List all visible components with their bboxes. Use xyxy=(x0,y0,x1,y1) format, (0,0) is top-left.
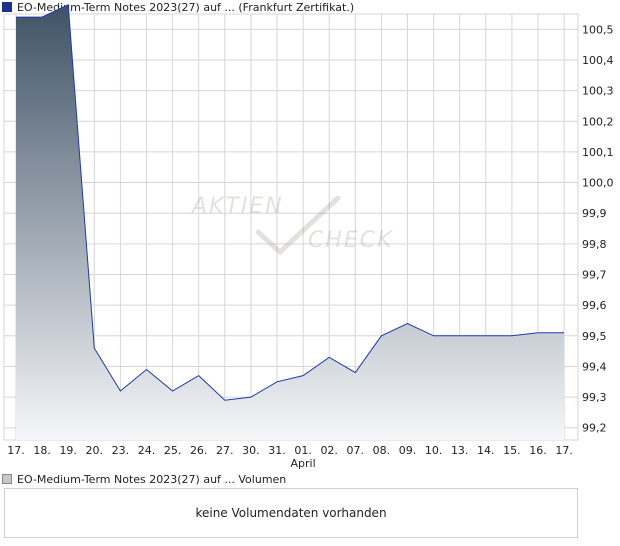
y-tick-label: 99,5 xyxy=(582,330,607,343)
y-tick-label: 100,0 xyxy=(582,177,614,190)
y-tick-label: 99,4 xyxy=(582,360,607,373)
x-tick-label: 18. xyxy=(33,444,51,457)
y-tick-label: 99,2 xyxy=(582,422,607,435)
x-tick-label: 20. xyxy=(86,444,104,457)
price-chart: 100,5 100,4 100,3 100,2 100,1 100,0 99,9 99,8 99… xyxy=(3,4,614,470)
x-tick-label: 07. xyxy=(347,444,365,457)
watermark: AKTIEN CHECK xyxy=(190,194,394,256)
x-tick-label: 10. xyxy=(425,444,443,457)
x-tick-label: 27. xyxy=(216,444,234,457)
x-tick-label: 31. xyxy=(268,444,286,457)
x-axis-labels: 17. 18. 19. 20. 23. 24. 25. 26. 27. 30. 31. 01. 02. 0… xyxy=(7,444,573,470)
y-tick-label: 99,8 xyxy=(582,238,607,251)
watermark-top: AKTIEN xyxy=(190,194,284,219)
volume-legend-swatch xyxy=(2,474,12,484)
x-tick-label: 02. xyxy=(320,444,338,457)
price-legend-swatch xyxy=(2,2,12,12)
price-area xyxy=(16,4,565,441)
price-legend: EO-Medium-Term Notes 2023(27) auf ... (F… xyxy=(2,0,354,14)
y-tick-label: 100,1 xyxy=(582,146,614,159)
watermark-bottom: CHECK xyxy=(308,228,394,253)
x-tick-label: 17. xyxy=(7,444,25,457)
y-tick-label: 99,6 xyxy=(582,299,607,312)
y-tick-label: 100,3 xyxy=(582,85,614,98)
y-axis-labels: 100,5 100,4 100,3 100,2 100,1 100,0 99,9 99,8 99… xyxy=(582,23,614,434)
x-tick-label: 16. xyxy=(529,444,547,457)
watermark-check-icon xyxy=(255,195,341,256)
x-tick-label: 24. xyxy=(138,444,156,457)
x-tick-label: 13. xyxy=(451,444,469,457)
y-tick-label: 100,4 xyxy=(582,54,614,67)
x-tick-label: 30. xyxy=(242,444,260,457)
x-tick-label: 14. xyxy=(477,444,495,457)
x-tick-label: 19. xyxy=(59,444,77,457)
volume-legend-label: EO-Medium-Term Notes 2023(27) auf ... Vo… xyxy=(17,472,287,486)
x-tick-label: 26. xyxy=(190,444,208,457)
x-tick-label: 25. xyxy=(164,444,182,457)
x-tick-label: 01. xyxy=(294,444,312,457)
y-tick-label: 99,7 xyxy=(582,269,607,282)
x-tick-label: 17. xyxy=(555,444,573,457)
x-tick-label: 23. xyxy=(112,444,130,457)
volume-legend: EO-Medium-Term Notes 2023(27) auf ... Vo… xyxy=(2,472,286,486)
price-legend-label: EO-Medium-Term Notes 2023(27) auf ... (F… xyxy=(17,0,355,14)
y-tick-label: 99,9 xyxy=(582,207,607,220)
x-tick-label: 09. xyxy=(399,444,417,457)
y-tick-label: 100,5 xyxy=(582,23,614,36)
y-tick-label: 99,3 xyxy=(582,391,607,404)
x-tick-label: 08. xyxy=(373,444,391,457)
volume-panel: keine Volumendaten vorhanden xyxy=(4,488,578,538)
x-tick-label: 15. xyxy=(503,444,521,457)
x-month-label: April xyxy=(291,457,316,470)
volume-message: keine Volumendaten vorhanden xyxy=(195,506,387,520)
y-tick-label: 100,2 xyxy=(582,115,614,128)
price-line xyxy=(16,4,565,401)
